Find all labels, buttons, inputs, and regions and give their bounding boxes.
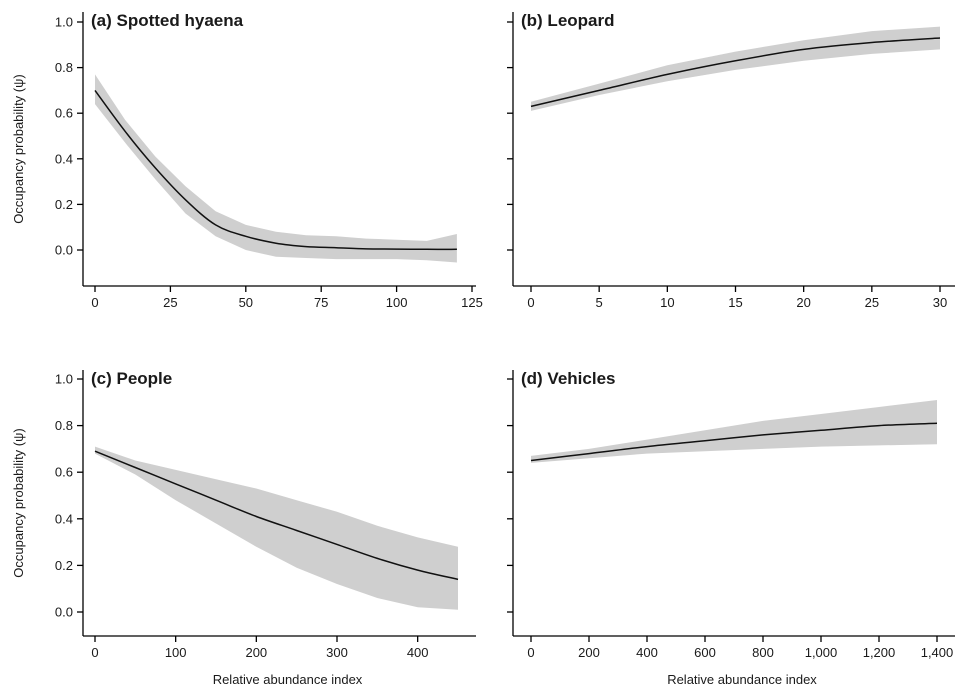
- x-tick-label: 15: [728, 295, 742, 310]
- confidence-band: [95, 446, 458, 610]
- x-tick-label: 300: [326, 645, 348, 660]
- panel-title: (a) Spotted hyaena: [91, 11, 244, 30]
- x-tick-label: 30: [933, 295, 947, 310]
- x-tick-label: 400: [407, 645, 429, 660]
- y-tick-label: 0.6: [55, 465, 73, 480]
- x-tick-label: 400: [636, 645, 658, 660]
- y-tick-label: 0.8: [55, 418, 73, 433]
- panel-title: (d) Vehicles: [521, 369, 615, 388]
- y-axis-label: Occupancy probability (ψ): [11, 428, 26, 577]
- y-tick-label: 0.8: [55, 60, 73, 75]
- x-tick-label: 125: [461, 295, 483, 310]
- confidence-band: [531, 400, 937, 463]
- x-tick-label: 50: [239, 295, 253, 310]
- x-axis-label: Relative abundance index: [667, 672, 817, 687]
- fitted-curve: [94, 450, 459, 581]
- fitted-curve: [530, 37, 941, 108]
- x-tick-label: 20: [796, 295, 810, 310]
- x-tick-label: 200: [578, 645, 600, 660]
- y-tick-label: 0.2: [55, 558, 73, 573]
- x-tick-label: 25: [865, 295, 879, 310]
- y-tick-label: 0.4: [55, 511, 73, 526]
- panel-d: 0 200 400 600 800 1,000 1,200 1,400 (d) Vehicles…: [507, 369, 955, 687]
- x-tick-label: 800: [752, 645, 774, 660]
- x-tick-label: 1,400: [921, 645, 954, 660]
- confidence-band: [95, 74, 457, 263]
- y-tick-label: 1.0: [55, 15, 73, 30]
- y-tick-label: 0.2: [55, 197, 73, 212]
- y-axis-label: Occupancy probability (ψ): [11, 74, 26, 223]
- panel-c: 0.0 0.2 0.4 0.6 0.8 1.0 0 100 200 300 400 (c) Peopl…: [11, 369, 476, 687]
- y-tick-label: 0.4: [55, 151, 73, 166]
- panel-title: (c) People: [91, 369, 172, 388]
- x-tick-label: 75: [314, 295, 328, 310]
- x-tick-label: 0: [91, 295, 98, 310]
- y-tick-label: 0.6: [55, 106, 73, 121]
- x-tick-label: 0: [527, 645, 534, 660]
- x-tick-label: 100: [165, 645, 187, 660]
- panel-title: (b) Leopard: [521, 11, 615, 30]
- x-tick-label: 1,000: [805, 645, 838, 660]
- x-axis-label: Relative abundance index: [213, 672, 363, 687]
- x-tick-label: 100: [386, 295, 408, 310]
- fitted-curve: [94, 89, 457, 251]
- x-tick-label: 0: [527, 295, 534, 310]
- x-tick-label: 10: [660, 295, 674, 310]
- y-tick-label: 0.0: [55, 605, 73, 620]
- panel-b: 0 5 10 15 20 25 30 (b) Leopard: [507, 11, 955, 310]
- x-tick-label: 5: [596, 295, 603, 310]
- x-tick-label: 1,200: [863, 645, 896, 660]
- y-tick-label: 1.0: [55, 372, 73, 387]
- y-tick-label: 0.0: [55, 243, 73, 258]
- confidence-band: [531, 26, 940, 111]
- x-tick-label: 200: [245, 645, 267, 660]
- x-tick-label: 25: [163, 295, 177, 310]
- panel-a: 0.0 0.2 0.4 0.6 0.8 1.0 0 25 50 75 100 125 (a) Spott…: [11, 11, 483, 310]
- fitted-curve: [530, 422, 938, 462]
- x-tick-label: 0: [91, 645, 98, 660]
- x-tick-label: 600: [694, 645, 716, 660]
